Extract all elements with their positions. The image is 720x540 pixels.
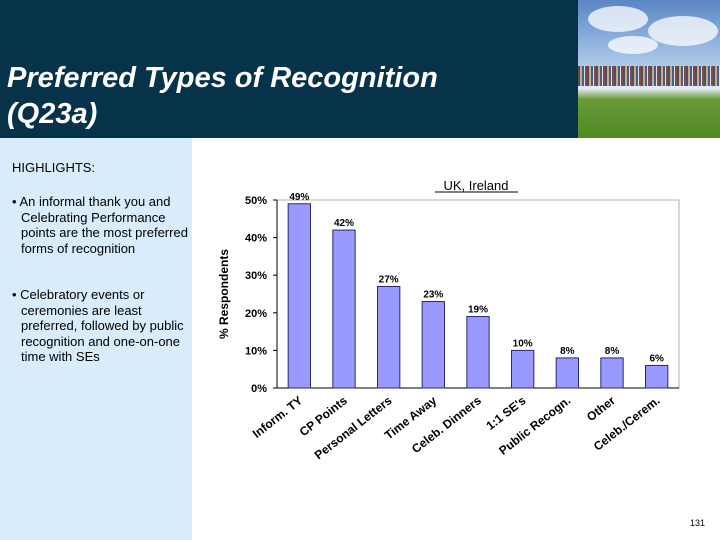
- highlight-bullet: • Celebratory events or ceremonies are l…: [12, 287, 184, 364]
- bar: [555, 357, 579, 389]
- bar: [287, 203, 311, 389]
- data-label: 8%: [560, 346, 575, 357]
- data-label: 49%: [289, 192, 309, 203]
- y-tick-label: 50%: [245, 195, 267, 207]
- data-label: 6%: [649, 353, 664, 364]
- bar: [645, 364, 669, 389]
- highlights-panel: HIGHLIGHTS: • An informal thank you and …: [0, 138, 192, 540]
- bar-chart: UK, Ireland % Respondents 0% 10% 20% 30% 40%…: [217, 178, 680, 462]
- y-tick-label: 30%: [245, 270, 267, 282]
- x-tick-label: Inform. TY: [250, 393, 305, 441]
- bar: [511, 349, 535, 389]
- chart-title: UK, Ireland: [443, 178, 508, 193]
- data-label: 23%: [423, 290, 443, 301]
- highlights-heading: HIGHLIGHTS:: [12, 160, 96, 175]
- data-label: 19%: [468, 305, 488, 316]
- slide-title: Preferred Types of Recognition (Q23a): [7, 62, 438, 130]
- crowd-photo: [578, 0, 720, 138]
- highlight-bullet: • An informal thank you and Celebrating …: [12, 194, 188, 256]
- bar: [600, 357, 624, 389]
- bar: [377, 285, 401, 389]
- bar: [421, 301, 446, 389]
- y-tick-label: 10%: [245, 345, 267, 357]
- data-label: 8%: [605, 346, 620, 357]
- page-number: 131: [689, 518, 705, 528]
- y-tick-label: 0%: [251, 383, 267, 395]
- data-label: 42%: [334, 218, 354, 229]
- x-tick-label: Personal Letters: [312, 393, 395, 462]
- data-label: 27%: [379, 274, 399, 285]
- x-tick-label: Other: [584, 393, 618, 424]
- bar: [332, 229, 356, 389]
- data-label: 10%: [513, 338, 533, 349]
- y-tick-label: 20%: [245, 308, 267, 320]
- bar: [466, 316, 490, 389]
- y-axis-label: % Respondents: [217, 249, 231, 339]
- title-bar: Preferred Types of Recognition (Q23a): [0, 0, 578, 138]
- y-tick-label: 40%: [245, 233, 267, 245]
